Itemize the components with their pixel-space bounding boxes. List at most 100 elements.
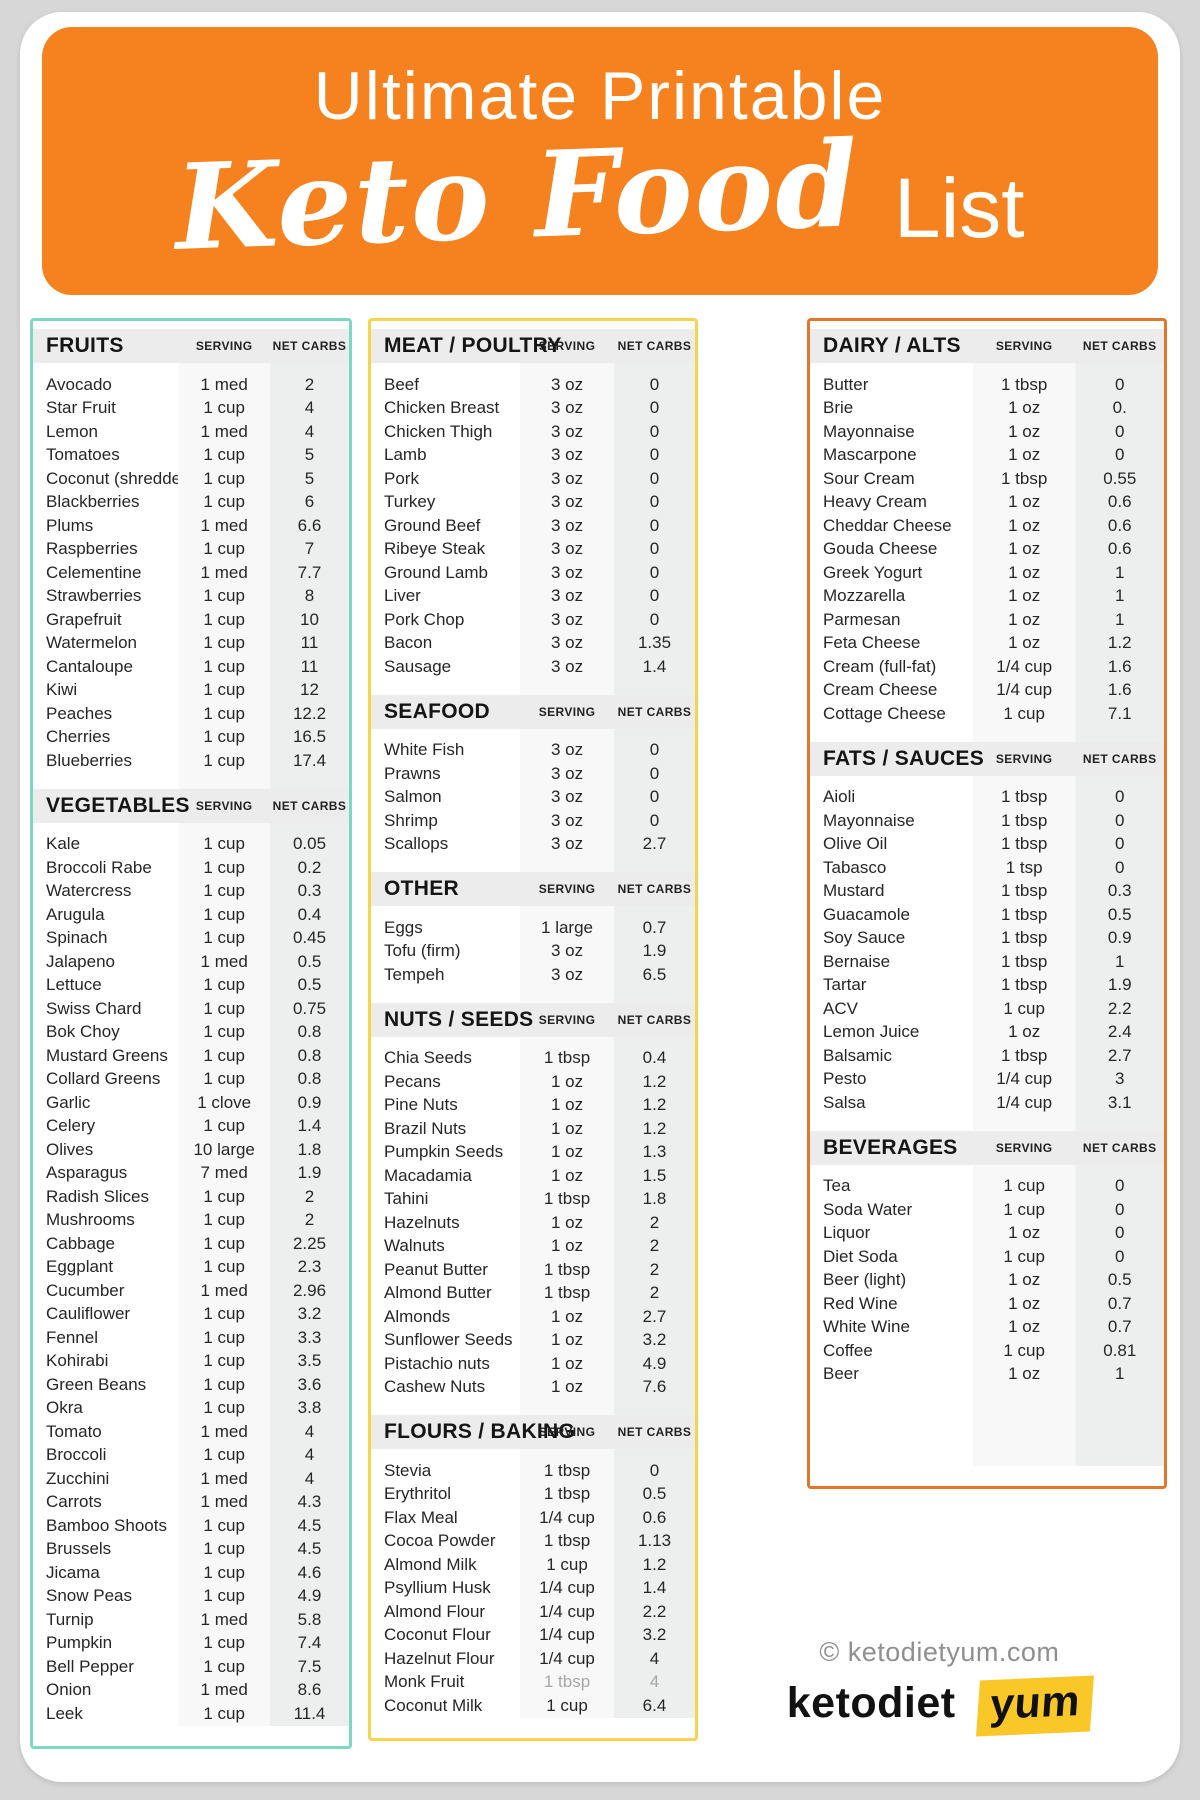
food-column-meat-nuts-flours: MEAT / POULTRY SERVING NET CARBS Beef 3 oz 0 C… — [368, 318, 698, 1741]
food-name: Diet Soda — [823, 1246, 898, 1266]
food-name: Cocoa Powder — [384, 1531, 496, 1551]
food-net-carbs: 4 — [304, 398, 315, 418]
food-name: Ground Lamb — [384, 562, 488, 582]
serving-column-label: SERVING — [538, 1012, 596, 1027]
food-name: Almonds — [384, 1306, 451, 1326]
food-serving: 1 cup — [203, 609, 245, 629]
food-net-carbs: 12.2 — [292, 703, 327, 723]
food-row: Peaches 1 cup 12.2 — [33, 702, 349, 726]
food-net-carbs: 2 — [649, 1236, 660, 1256]
food-net-carbs: 0.05 — [292, 834, 327, 854]
food-serving: 3 oz — [550, 421, 584, 441]
food-net-carbs: 3.1 — [1107, 1092, 1132, 1112]
food-row: Diet Soda 1 cup 0 — [810, 1245, 1164, 1269]
food-serving: 1 cup — [546, 1554, 588, 1574]
food-serving: 1 cup — [203, 1210, 245, 1230]
food-row: Garlic 1 clove 0.9 — [33, 1091, 349, 1115]
food-row: Walnuts 1 oz 2 — [371, 1235, 695, 1259]
food-net-carbs: 0.9 — [1107, 928, 1132, 948]
food-net-carbs: 1 — [1115, 1364, 1125, 1384]
food-name: Soy Sauce — [823, 928, 906, 948]
food-name: Salmon — [384, 787, 442, 807]
net-carbs-column-label: NET CARBS — [617, 1012, 692, 1027]
food-name: ACV — [823, 998, 858, 1018]
food-serving: 1 cup — [203, 834, 245, 854]
food-name: Jalapeno — [46, 951, 116, 971]
food-name: Gouda Cheese — [823, 539, 938, 559]
food-row: Bamboo Shoots 1 cup 4.5 — [33, 1514, 349, 1538]
food-serving: 1 cup — [1003, 1340, 1045, 1360]
food-row: Cherries 1 cup 16.5 — [33, 726, 349, 750]
serving-column-label: SERVING — [995, 1140, 1053, 1155]
food-net-carbs: 0 — [1115, 1176, 1125, 1196]
food-net-carbs: 2.7 — [642, 834, 667, 854]
food-serving: 1 cup — [1003, 703, 1045, 723]
food-name: Cauliflower — [46, 1304, 131, 1324]
food-net-carbs: 0 — [649, 763, 660, 783]
food-net-carbs: 3.2 — [297, 1304, 322, 1324]
food-row: Kiwi 1 cup 12 — [33, 679, 349, 703]
food-name: Turkey — [384, 492, 436, 512]
food-row: Bacon 3 oz 1.35 — [371, 632, 695, 656]
food-net-carbs: 4.5 — [297, 1515, 322, 1535]
food-net-carbs: 0 — [1115, 787, 1125, 807]
food-name: Tartar — [823, 975, 867, 995]
food-serving: 1/4 cup — [539, 1578, 595, 1598]
food-net-carbs: 0 — [649, 1460, 660, 1480]
food-serving: 1 oz — [1008, 539, 1041, 559]
food-serving: 10 large — [193, 1139, 255, 1159]
footer: © ketodietyum.com ketodiet yum — [787, 1637, 1094, 1737]
food-net-carbs: 0 — [649, 374, 660, 394]
food-serving: 1 cup — [203, 398, 245, 418]
food-row: Brie 1 oz 0. — [810, 397, 1164, 421]
food-name: Chicken Breast — [384, 398, 500, 418]
food-net-carbs: 1.9 — [297, 1163, 322, 1183]
food-net-carbs: 3.8 — [297, 1398, 322, 1418]
food-net-carbs: 7 — [304, 539, 315, 559]
food-name: Mayonnaise — [823, 421, 915, 441]
food-serving: 1 tbsp — [543, 1460, 591, 1480]
food-name: Tofu (firm) — [384, 941, 461, 961]
section-title: FRUITS — [46, 334, 124, 357]
food-serving: 1 oz — [1008, 586, 1041, 606]
food-name: Beer (light) — [823, 1270, 907, 1290]
food-row: Gouda Cheese 1 oz 0.6 — [810, 538, 1164, 562]
food-serving: 1 oz — [550, 1377, 584, 1397]
food-name: Cream (full-fat) — [823, 656, 937, 676]
food-row: Jalapeno 1 med 0.5 — [33, 950, 349, 974]
food-serving: 1 med — [200, 421, 248, 441]
food-row: Pecans 1 oz 1.2 — [371, 1070, 695, 1094]
food-name: Mustard — [823, 881, 885, 901]
food-name: Coffee — [823, 1340, 873, 1360]
food-serving: 1 cup — [203, 1515, 245, 1535]
food-serving: 3 oz — [550, 633, 584, 653]
food-serving: 1 med — [200, 951, 248, 971]
food-serving: 1 tbsp — [1001, 468, 1048, 488]
food-name: Okra — [46, 1398, 83, 1418]
food-serving: 1 cup — [203, 1586, 245, 1606]
food-net-carbs: 11 — [300, 656, 319, 676]
food-name: Beer — [823, 1364, 859, 1384]
food-name: Blackberries — [46, 492, 140, 512]
food-name: Pork — [384, 468, 419, 488]
food-row: Watermelon 1 cup 11 — [33, 632, 349, 656]
food-net-carbs: 1.4 — [642, 1578, 667, 1598]
food-net-carbs: 2.3 — [297, 1257, 322, 1277]
food-serving: 1 tbsp — [543, 1189, 591, 1209]
food-net-carbs: 1.13 — [637, 1531, 672, 1551]
food-row: Almonds 1 oz 2.7 — [371, 1305, 695, 1329]
food-net-carbs: 1.6 — [1107, 680, 1132, 700]
food-serving: 3 oz — [550, 492, 584, 512]
food-serving: 1 tbsp — [543, 1672, 591, 1692]
food-net-carbs: 1.2 — [642, 1554, 667, 1574]
food-row: Mayonnaise 1 tbsp 0 — [810, 809, 1164, 833]
food-net-carbs: 0.7 — [642, 917, 667, 937]
food-net-carbs: 0.8 — [297, 1069, 322, 1089]
food-net-carbs: 0.5 — [1107, 904, 1132, 924]
food-serving: 1 tbsp — [1001, 1045, 1048, 1065]
food-row: Cottage Cheese 1 cup 7.1 — [810, 702, 1164, 726]
food-serving: 3 oz — [550, 374, 584, 394]
section-header: SEAFOOD SERVING NET CARBS — [371, 694, 695, 729]
section-title: SEAFOOD — [384, 699, 490, 723]
food-row: Aioli 1 tbsp 0 — [810, 786, 1164, 810]
